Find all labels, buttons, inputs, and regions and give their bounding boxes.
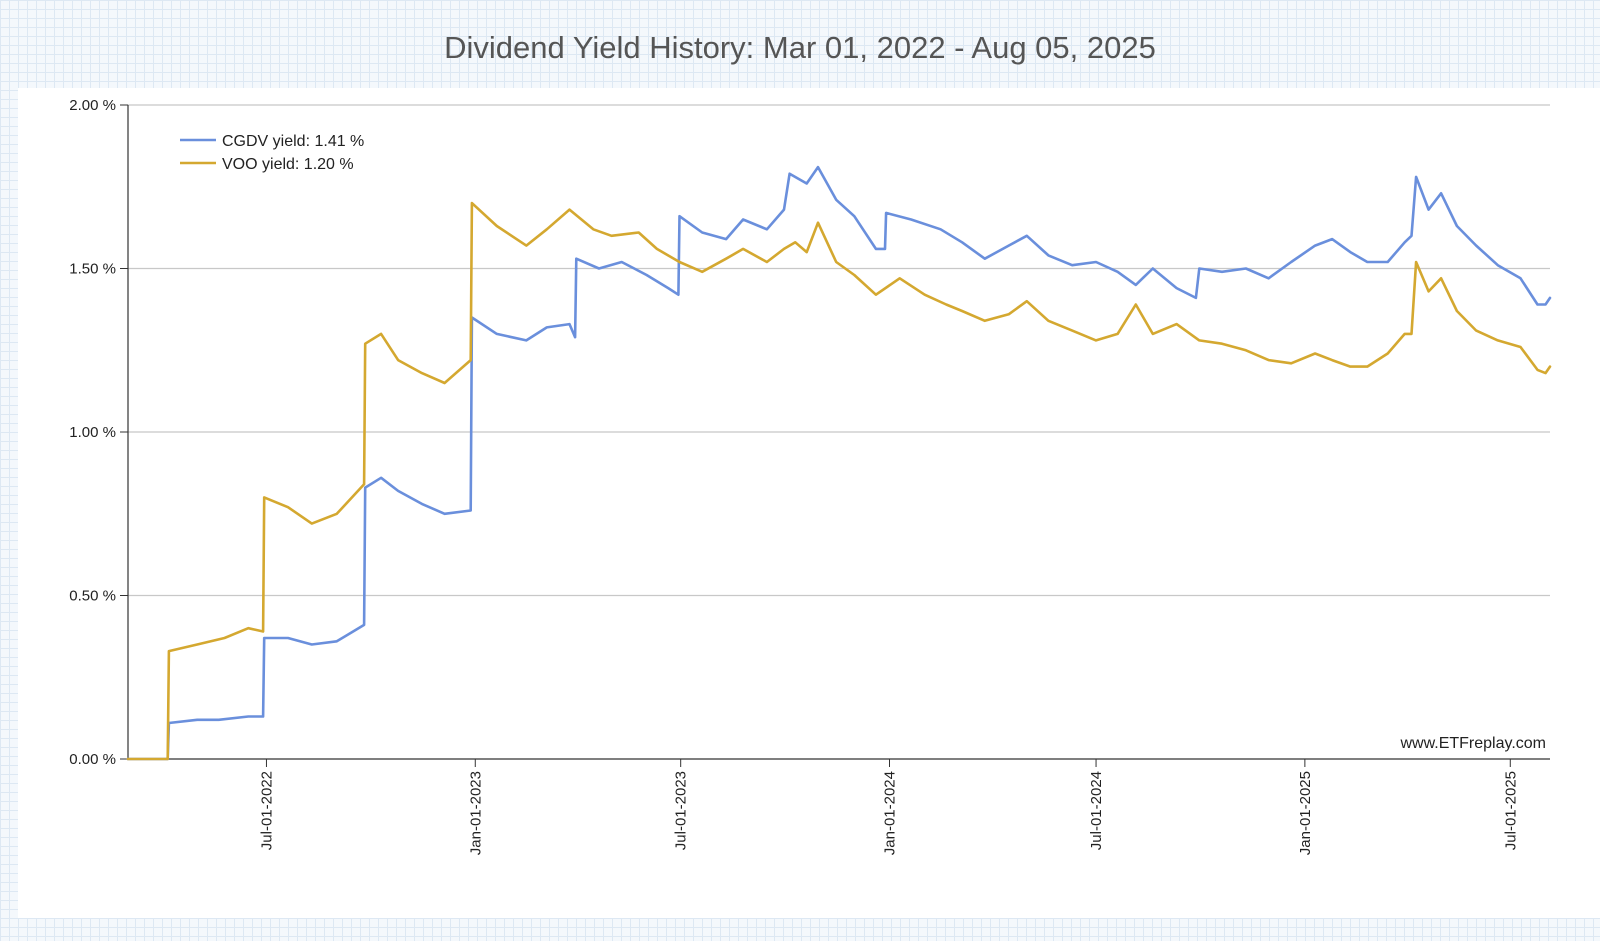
series-line-0 xyxy=(126,165,1552,761)
legend: CGDV yield: 1.41 % VOO yield: 1.20 % xyxy=(180,133,364,173)
watermark-text: www.ETFreplay.com xyxy=(1399,735,1546,752)
chart-panel xyxy=(18,88,1600,918)
y-tick-label: 1.00 % xyxy=(69,424,116,441)
y-tick-label: 1.50 % xyxy=(69,261,116,278)
x-tick-label: Jan-01-2023 xyxy=(467,771,484,855)
x-tick-label: Jan-01-2025 xyxy=(1297,771,1314,855)
y-tick-label: 0.50 % xyxy=(69,588,116,605)
y-tick-label: 2.00 % xyxy=(69,97,116,114)
axis-layer: 0.00 % 0.50 % 1.00 % 1.50 % 2.00 % Jul-01-202… xyxy=(69,97,1550,855)
x-tick-label: Jul-01-2023 xyxy=(673,771,690,850)
x-tick-label: Jan-01-2024 xyxy=(882,771,899,855)
y-tick-label: 0.00 % xyxy=(69,751,116,768)
series-layer xyxy=(126,165,1552,761)
chart-title: Dividend Yield History: Mar 01, 2022 - A… xyxy=(444,30,1156,65)
x-tick-label: Jul-01-2022 xyxy=(258,771,275,850)
grid-layer xyxy=(128,104,1550,597)
series-line-1 xyxy=(126,201,1552,761)
legend-label-1: VOO yield: 1.20 % xyxy=(222,156,354,173)
x-tick-label: Jul-01-2024 xyxy=(1088,771,1105,850)
legend-label-0: CGDV yield: 1.41 % xyxy=(222,133,364,150)
x-tick-label: Jul-01-2025 xyxy=(1502,771,1519,850)
